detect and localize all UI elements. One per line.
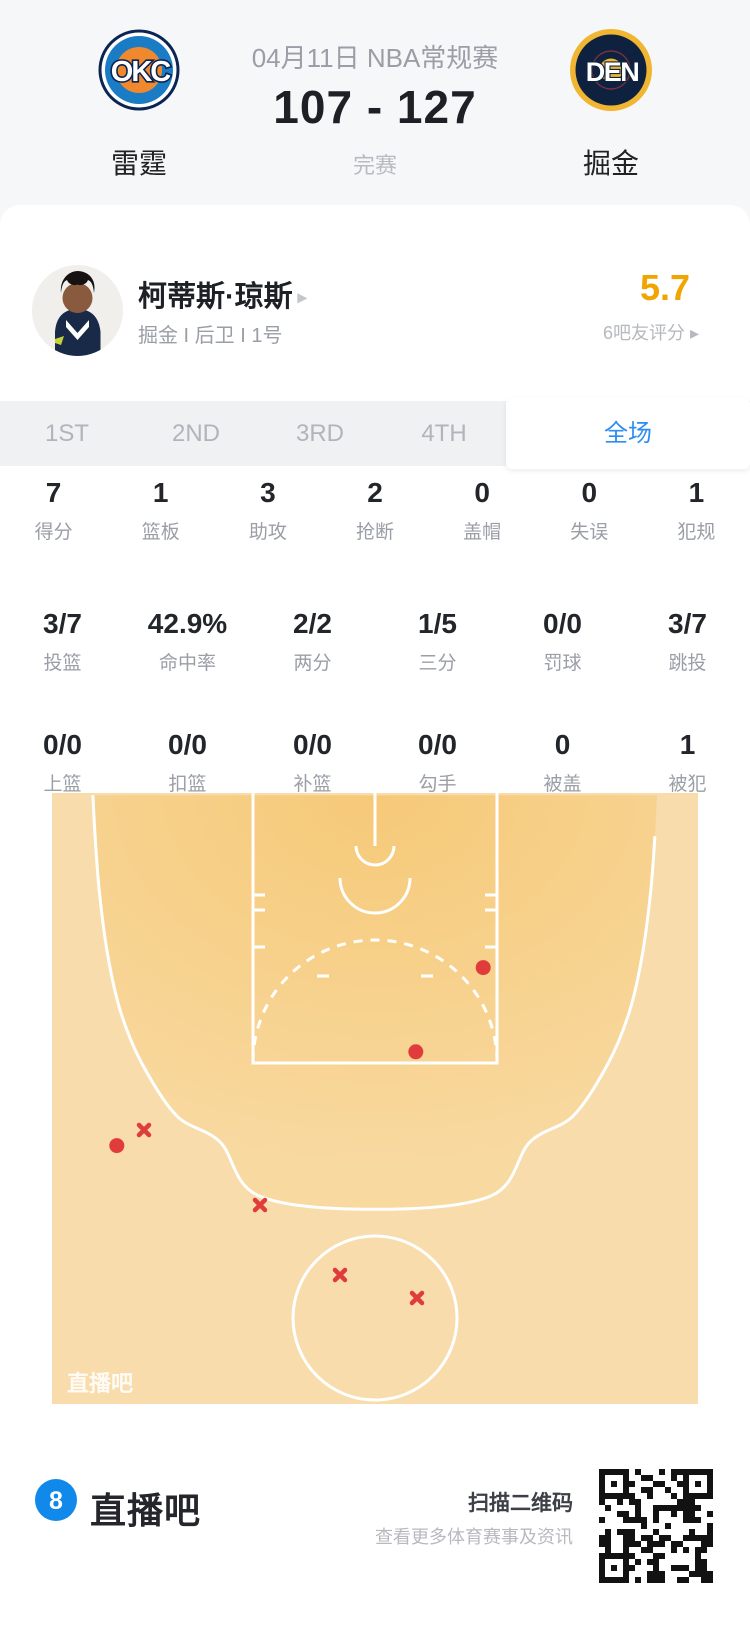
svg-text:8: 8 <box>49 1487 63 1515</box>
svg-text:直播吧: 直播吧 <box>67 1371 133 1396</box>
